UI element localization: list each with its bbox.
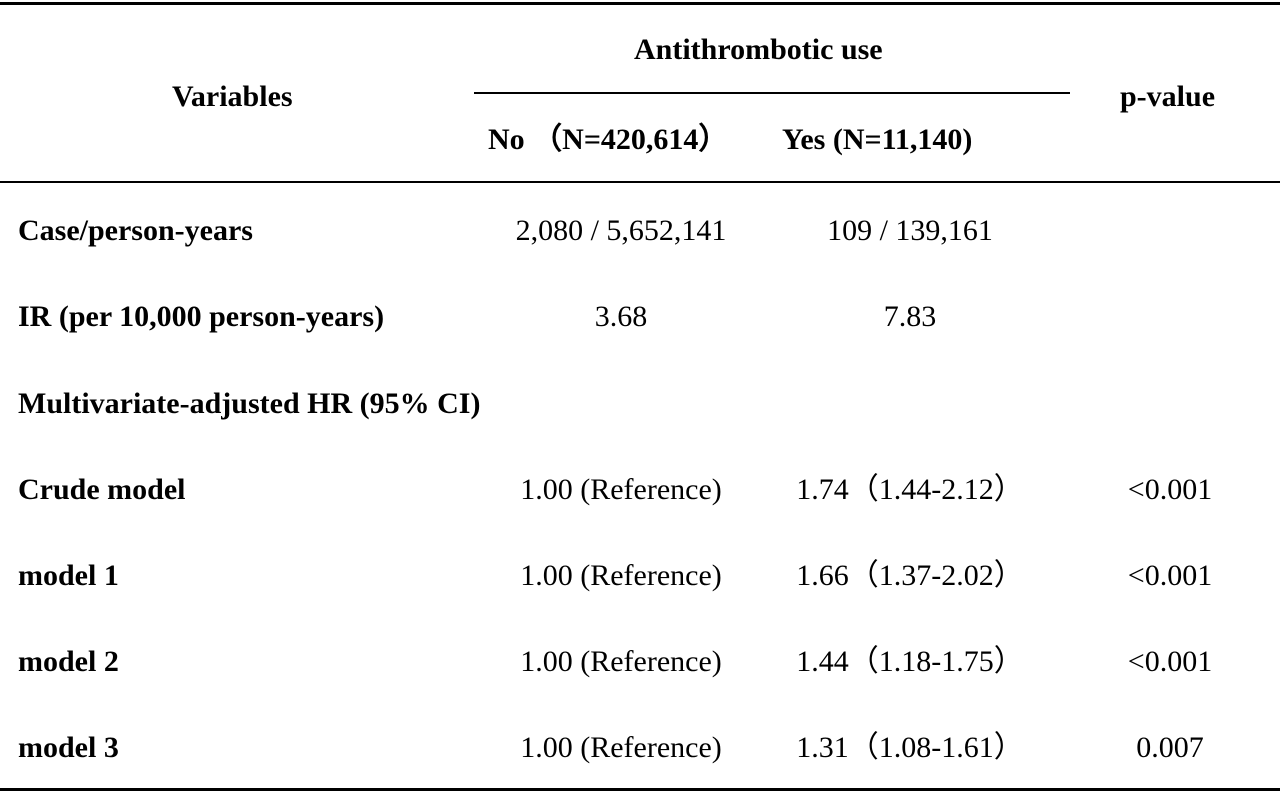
cell-no: 3.68 (594, 300, 648, 333)
cell-yes: 1.31（1.08-1.61） (796, 731, 1024, 764)
cell-yes: 109 / 139,161 (827, 214, 993, 247)
header-variables: Variables (172, 80, 293, 113)
row-label: model 2 (18, 645, 119, 678)
cell-no: 1.00 (Reference) (520, 559, 722, 592)
row-label: Multivariate-adjusted HR (95% CI) (18, 387, 481, 420)
row-label: IR (per 10,000 person-years) (18, 300, 385, 333)
cell-p-value: <0.001 (1127, 473, 1213, 506)
group-span-rule (474, 92, 1070, 94)
header-yes-group: Yes (N=11,140) (782, 123, 973, 156)
header-rule (0, 181, 1280, 183)
top-rule (0, 2, 1280, 5)
row-label: model 1 (18, 559, 119, 592)
cell-yes: 7.83 (883, 300, 937, 333)
row-label: Crude model (18, 473, 186, 506)
header-antithrombotic-use: Antithrombotic use (634, 33, 883, 66)
cell-p-value: <0.001 (1127, 559, 1213, 592)
cell-yes: 1.74（1.44-2.12） (796, 473, 1024, 506)
cell-p-value: 0.007 (1136, 731, 1204, 764)
row-label: Case/person-years (18, 214, 253, 247)
cell-yes: 1.66（1.37-2.02） (796, 559, 1024, 592)
header-p-value: p-value (1120, 80, 1216, 113)
cell-no: 1.00 (Reference) (520, 731, 722, 764)
bottom-rule (0, 788, 1280, 791)
cell-no: 2,080 / 5,652,141 (515, 214, 727, 247)
row-label: model 3 (18, 731, 119, 764)
cell-yes: 1.44（1.18-1.75） (796, 645, 1024, 678)
header-no-group: No （N=420,614） (488, 123, 729, 156)
cell-no: 1.00 (Reference) (520, 473, 722, 506)
cell-no: 1.00 (Reference) (520, 645, 722, 678)
cell-p-value: <0.001 (1127, 645, 1213, 678)
